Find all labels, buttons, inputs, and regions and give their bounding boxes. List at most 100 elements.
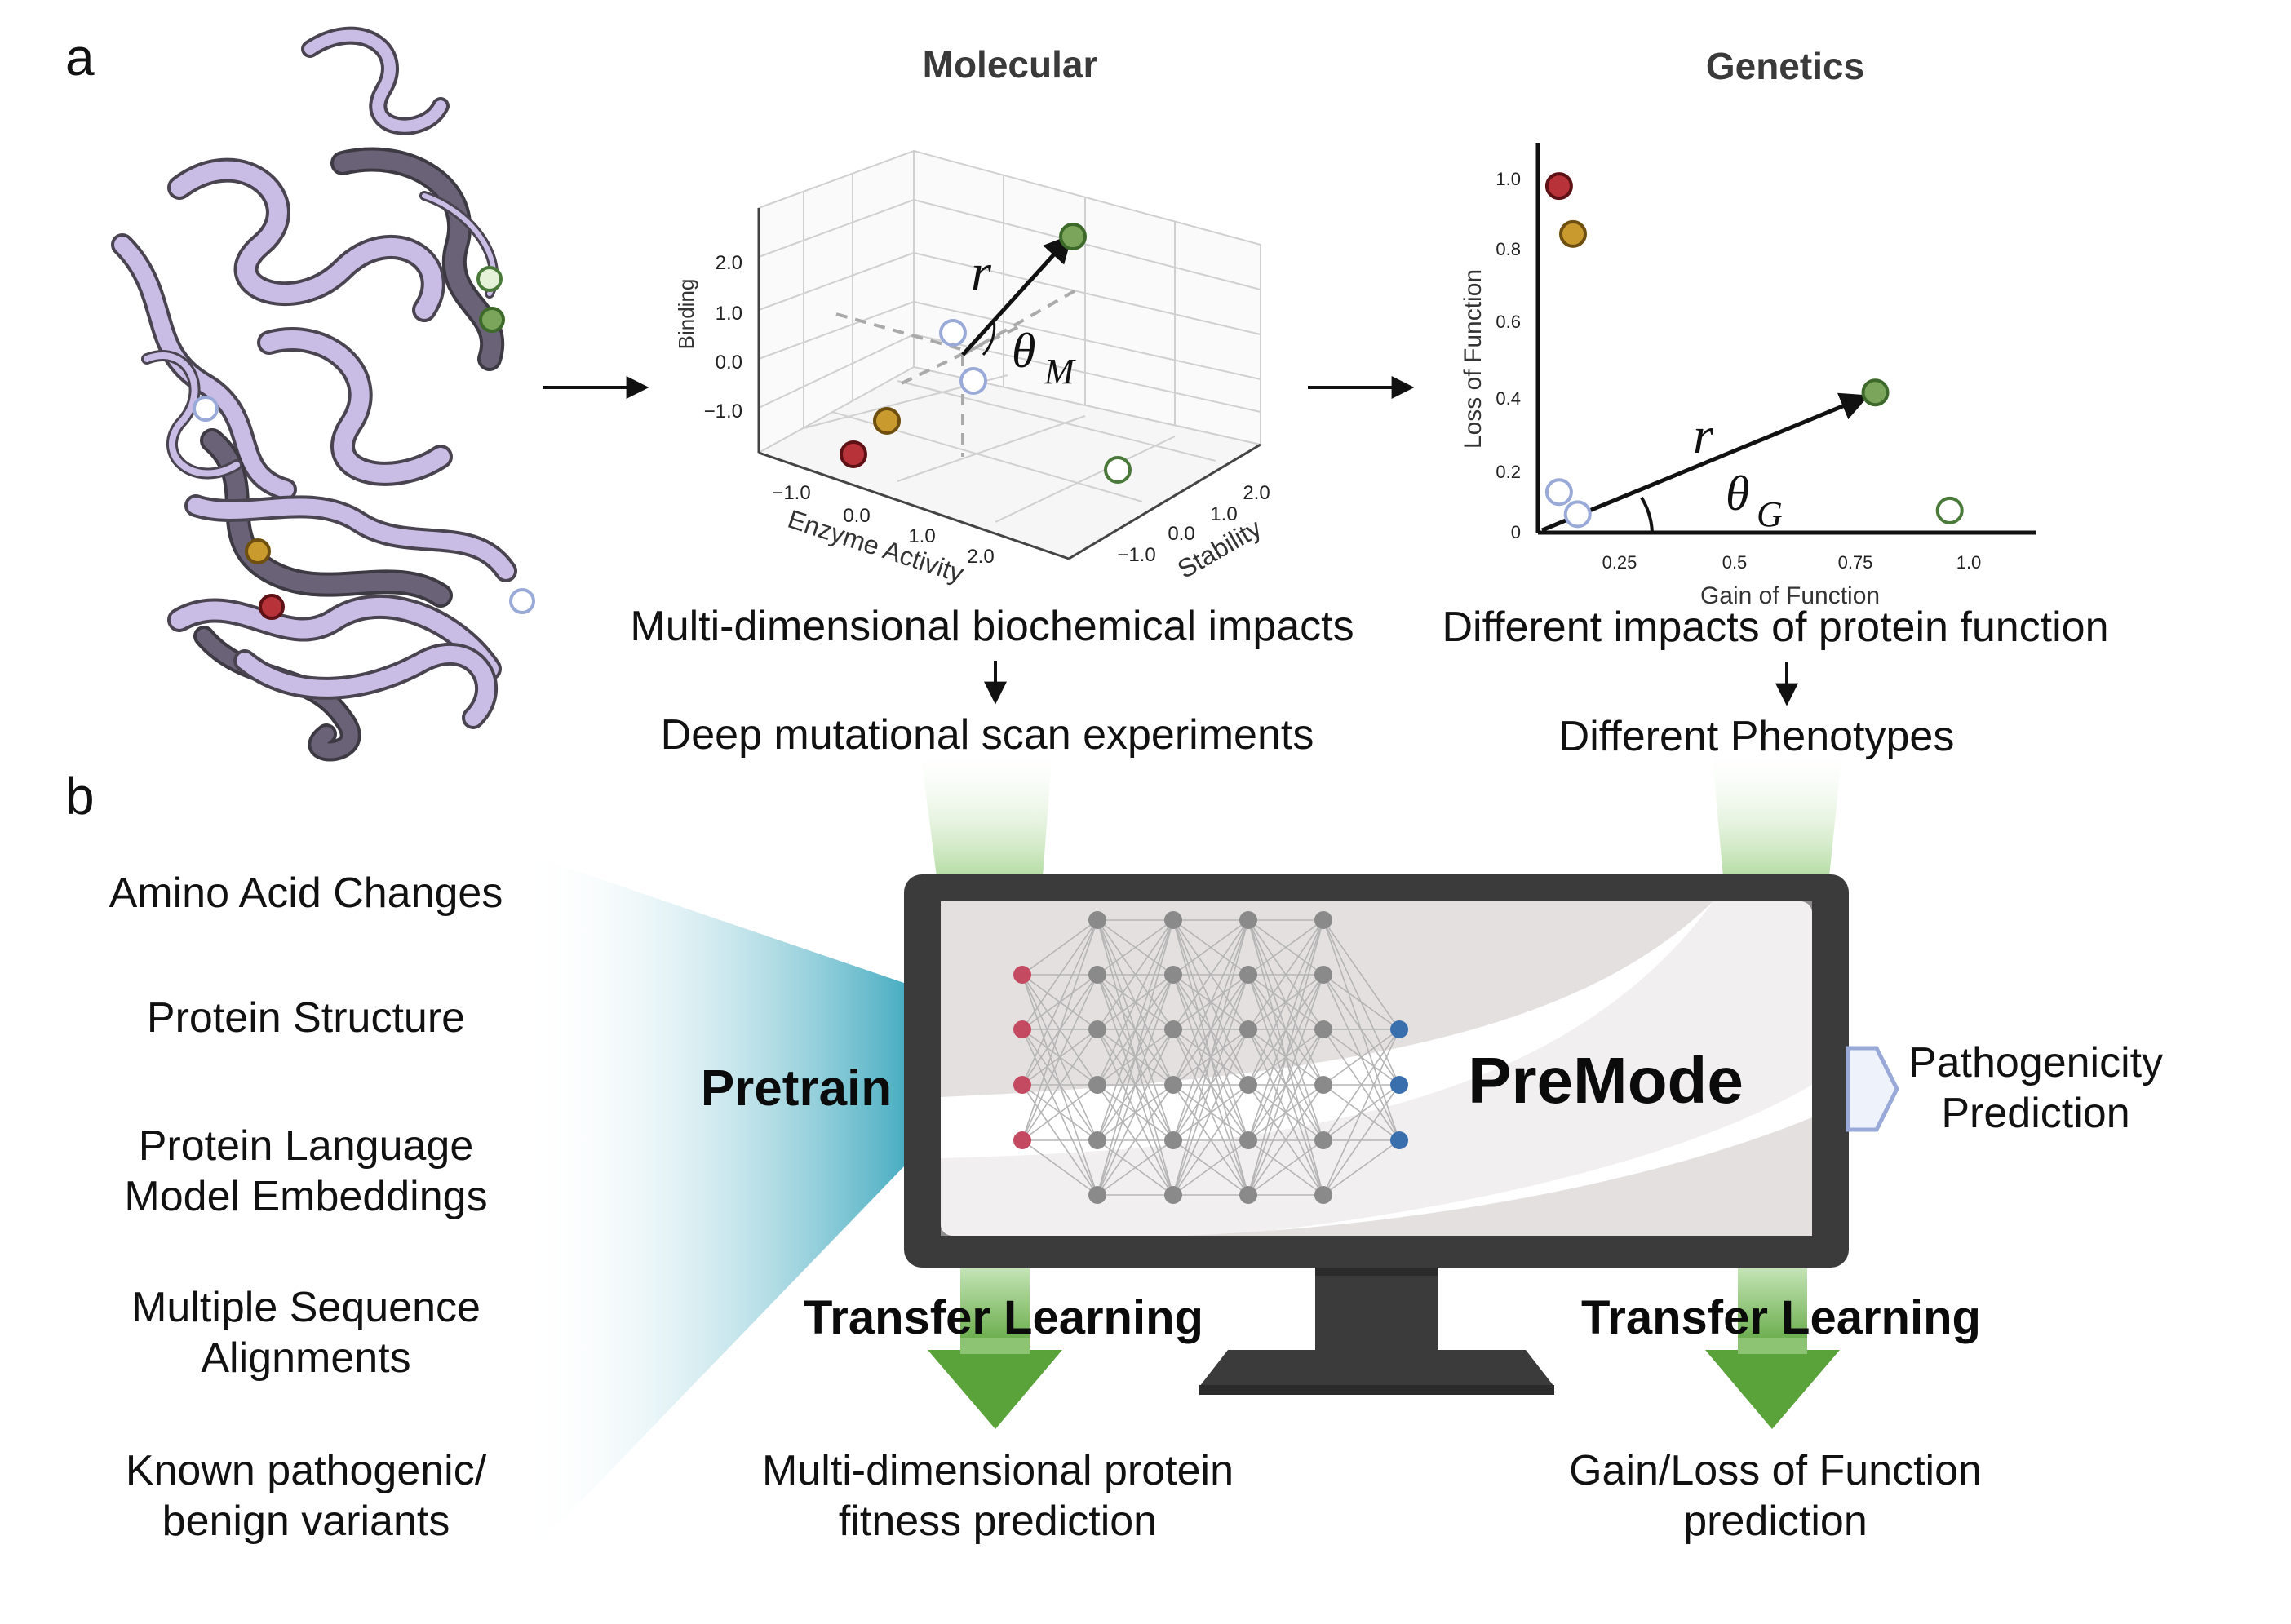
nn-node-3-4 bbox=[1239, 1131, 1257, 1149]
x-axis-label: Enzyme Activity bbox=[784, 504, 967, 588]
gen-point-0 bbox=[1544, 172, 1573, 201]
molecular-vector-label: r bbox=[971, 243, 992, 301]
input-variants-line1: Known pathogenic/ bbox=[126, 1447, 487, 1494]
gen-y-tick-2: 0.6 bbox=[1496, 312, 1521, 332]
panel-label-b: b bbox=[65, 767, 95, 825]
result-right-line1: Gain/Loss of Function bbox=[1569, 1447, 1982, 1494]
gen-x-tick-1: 0.5 bbox=[1722, 552, 1748, 573]
gen-point-2 bbox=[1861, 378, 1890, 407]
nn-node-2-2 bbox=[1164, 1020, 1182, 1038]
input-plm-line2: Model Embeddings bbox=[124, 1173, 487, 1220]
nn-node-4-2 bbox=[1314, 1020, 1332, 1038]
gen-point-5 bbox=[1563, 500, 1592, 529]
transfer-arrow-right bbox=[1705, 1268, 1840, 1429]
nn-node-2-4 bbox=[1164, 1131, 1182, 1149]
gen-y-tick-4: 0.2 bbox=[1496, 462, 1521, 482]
y-tick-3: −1.0 bbox=[1117, 544, 1155, 566]
neural-network bbox=[1013, 911, 1408, 1204]
nn-node-4-1 bbox=[1314, 966, 1332, 984]
input-variants-line2: benign variants bbox=[162, 1498, 450, 1545]
nn-node-5-2 bbox=[1390, 1131, 1408, 1149]
x-tick-3: 2.0 bbox=[967, 546, 994, 568]
gen-x-axis-label: Gain of Function bbox=[1700, 582, 1880, 609]
genetics-caption: Different impacts of protein function bbox=[1442, 604, 2108, 651]
gen-y-tick-5: 0 bbox=[1511, 522, 1521, 542]
nn-node-0-0 bbox=[1013, 966, 1031, 984]
nn-node-0-1 bbox=[1013, 1020, 1031, 1038]
gen-x-tick-0: 0.25 bbox=[1602, 552, 1637, 573]
nn-node-2-0 bbox=[1164, 911, 1182, 929]
z-tick-1: 1.0 bbox=[716, 303, 742, 325]
nn-node-1-4 bbox=[1088, 1131, 1106, 1149]
x-tick-2: 1.0 bbox=[908, 525, 935, 547]
result-left-line2: fitness prediction bbox=[839, 1498, 1157, 1545]
input-amino-acid-changes: Amino Acid Changes bbox=[109, 870, 503, 917]
molecular-3d-plot: Molecular 2.0 1.0 0.0 −1.0 bbox=[674, 43, 1270, 588]
pathogenicity-line2: Prediction bbox=[1941, 1090, 2129, 1137]
nn-node-1-5 bbox=[1088, 1186, 1106, 1204]
genetics-scatter-chart: Genetics 1.0 0.8 0.6 0.4 0.2 0 0.25 0.5 … bbox=[1460, 45, 2036, 609]
nn-node-5-0 bbox=[1390, 1020, 1408, 1038]
molecular-caption: Multi-dimensional biochemical impacts bbox=[630, 603, 1354, 650]
nn-node-1-2 bbox=[1088, 1020, 1106, 1038]
genetics-angle-subscript: G bbox=[1757, 494, 1783, 534]
nn-node-4-4 bbox=[1314, 1131, 1332, 1149]
nn-node-4-0 bbox=[1314, 911, 1332, 929]
panel-label-a: a bbox=[65, 28, 95, 86]
y-tick-1: 1.0 bbox=[1210, 503, 1237, 525]
transfer-learning-right: Transfer Learning bbox=[1581, 1291, 1981, 1344]
x-tick-0: −1.0 bbox=[772, 482, 810, 504]
nn-node-2-5 bbox=[1164, 1186, 1182, 1204]
molecular-title: Molecular bbox=[923, 43, 1098, 86]
nn-node-3-1 bbox=[1239, 966, 1257, 984]
nn-node-3-0 bbox=[1239, 911, 1257, 929]
gen-point-4 bbox=[1544, 478, 1573, 507]
z-tick-0: 2.0 bbox=[716, 252, 742, 274]
input-protein-structure: Protein Structure bbox=[147, 994, 465, 1042]
gen-x-tick-3: 1.0 bbox=[1956, 552, 1982, 573]
molecular-angle-subscript: M bbox=[1044, 352, 1076, 392]
nn-node-5-1 bbox=[1390, 1076, 1408, 1094]
nn-node-3-5 bbox=[1239, 1186, 1257, 1204]
beam-left bbox=[920, 750, 1052, 877]
nn-node-4-5 bbox=[1314, 1186, 1332, 1204]
result-left-line1: Multi-dimensional protein bbox=[762, 1447, 1234, 1494]
gen-y-tick-3: 0.4 bbox=[1496, 388, 1521, 409]
gen-point-1 bbox=[1559, 219, 1587, 248]
z-tick-3: −1.0 bbox=[704, 400, 742, 423]
transfer-learning-left: Transfer Learning bbox=[804, 1291, 1203, 1344]
model-name: PreMode bbox=[1468, 1044, 1744, 1117]
molecular-angle-label: θ bbox=[1012, 324, 1035, 378]
nn-node-3-2 bbox=[1239, 1020, 1257, 1038]
gen-y-tick-1: 0.8 bbox=[1496, 239, 1521, 259]
nn-node-2-3 bbox=[1164, 1076, 1182, 1094]
protein-structure-illustration bbox=[111, 26, 535, 762]
input-funnel bbox=[522, 852, 904, 1562]
genetics-title: Genetics bbox=[1706, 45, 1864, 87]
genetics-angle-label: θ bbox=[1726, 467, 1749, 520]
z-tick-2: 0.0 bbox=[716, 352, 742, 374]
result-right-line2: prediction bbox=[1683, 1498, 1867, 1545]
nn-node-1-3 bbox=[1088, 1076, 1106, 1094]
gen-vector-arrow bbox=[1541, 392, 1869, 533]
pathogenicity-arrow bbox=[1846, 1046, 1899, 1132]
gen-y-axis-label: Loss of Function bbox=[1460, 269, 1487, 449]
transfer-arrow-left bbox=[928, 1268, 1062, 1429]
nn-node-0-3 bbox=[1013, 1131, 1031, 1149]
nn-node-4-3 bbox=[1314, 1076, 1332, 1094]
nn-node-3-3 bbox=[1239, 1076, 1257, 1094]
nn-node-1-0 bbox=[1088, 911, 1106, 929]
x-tick-1: 0.0 bbox=[843, 505, 870, 527]
nn-node-2-1 bbox=[1164, 966, 1182, 984]
z-axis-label: Binding bbox=[674, 279, 698, 350]
beam-right bbox=[1712, 750, 1842, 877]
input-plm-line1: Protein Language bbox=[139, 1122, 474, 1170]
pathogenicity-line1: Pathogenicity bbox=[1908, 1039, 2163, 1086]
y-tick-0: 2.0 bbox=[1243, 482, 1270, 504]
gen-y-tick-0: 1.0 bbox=[1496, 169, 1521, 189]
nn-node-1-1 bbox=[1088, 966, 1106, 984]
input-msa-line1: Multiple Sequence bbox=[131, 1284, 481, 1331]
input-msa-line2: Alignments bbox=[201, 1334, 410, 1382]
nn-node-0-2 bbox=[1013, 1076, 1031, 1094]
